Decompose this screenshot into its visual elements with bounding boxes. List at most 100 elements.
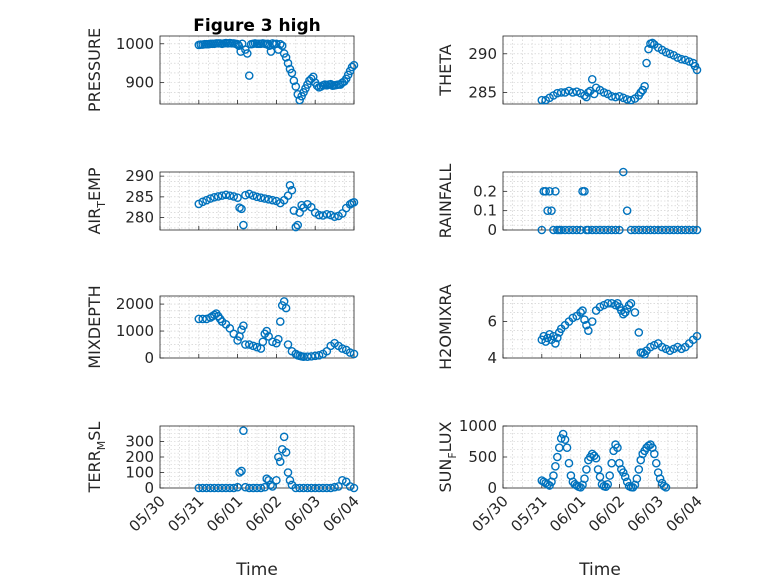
data-point [252,192,262,202]
data-point [593,465,603,474]
panel-h2omixra: 4 6 H2OMIXRA [436,284,702,370]
data-point [283,58,293,68]
data-point [611,225,620,235]
y-tick-label: 1000 [459,417,497,435]
data-point [603,298,613,308]
y-axis-label: SUNFLUX [436,421,459,492]
data-point [587,317,597,326]
data-point [620,472,630,482]
data-point [326,483,336,493]
data-point [684,57,694,66]
data-point [556,434,566,443]
y-tick-label: 200 [125,448,154,466]
data-point [338,344,347,353]
y-tick-label: 0 [144,479,154,497]
data-point [537,225,547,235]
data-point [551,187,560,196]
y-tick-label: 1000 [116,322,154,340]
panel-mixdepth: 0 1000 2000 MIXDEPTH [85,285,359,369]
y-tick-label: 290 [125,167,154,185]
data-point [553,452,562,462]
data-point [330,482,339,492]
data-point [291,82,301,91]
data-point [297,200,306,210]
data-point [260,194,270,203]
panel-terr-msl: 0100200300TERRMSL05/3005/3106/0106/0206/… [85,422,363,536]
data-point [562,443,572,453]
data-point [314,351,324,360]
data-point [644,44,653,54]
y-tick-label: 500 [468,448,497,466]
data-point [547,206,556,215]
data-point [256,193,266,202]
data-point [615,225,624,235]
data-point [345,482,355,491]
data-point [283,468,293,477]
data-point [599,88,609,97]
data-point [661,47,671,57]
data-point [648,38,657,48]
data-point [206,194,215,203]
data-point [308,72,318,82]
data-point [244,189,254,199]
data-point [242,49,252,58]
data-point [312,81,322,91]
data-point [274,334,283,344]
data-point [541,187,550,196]
y-tick-label: 2000 [116,295,154,313]
data-point [572,87,582,96]
y-axis-label: TERRMSL [85,422,108,494]
data-point [258,337,268,347]
data-point [198,314,207,324]
x-tick-label: 05/30 [469,492,512,535]
data-point [287,185,297,195]
data-point [615,91,624,101]
data-point [537,95,547,105]
x-tick-label: 06/03 [624,492,667,535]
data-point [349,197,359,207]
y-tick-label: 0 [487,221,497,239]
data-point [202,195,211,205]
data-point [237,204,246,214]
data-point [248,191,258,200]
data-point [551,339,560,348]
data-point [560,435,570,444]
data-point [572,225,582,235]
data-point [578,306,587,315]
data-point [584,326,593,335]
data-point [576,483,585,492]
data-point [237,325,246,334]
y-axis-label: RAINFALL [436,164,455,239]
y-tick-label: 300 [125,433,154,451]
data-point [628,483,638,492]
data-point [349,349,359,359]
x-tick-label: 06/04 [663,492,706,535]
data-point [239,321,248,330]
data-point [235,468,244,477]
data-point [651,458,661,468]
panel-theta: 285 290 THETA [436,35,702,105]
data-point [634,328,644,337]
y-tick-label: 0 [144,349,154,367]
data-point [688,225,698,235]
data-point [264,195,273,204]
data-point [213,192,223,201]
y-axis-label: PRESSURE [85,28,104,112]
data-point [289,76,299,85]
data-point [601,482,611,492]
y-tick-label: 0.1 [473,202,497,220]
data-point [285,475,295,485]
figure-title: Figure 3 high [193,16,321,36]
data-point [256,483,266,493]
data-point [659,481,669,491]
axes-frame [502,295,698,359]
x-tick-label: 06/02 [585,492,628,535]
data-point [322,209,332,219]
y-tick-label: 100 [125,464,154,482]
data-point [347,62,357,72]
data-point [241,340,250,349]
data-point [661,483,671,492]
data-point [665,49,675,59]
y-tick-label: 280 [125,209,154,227]
